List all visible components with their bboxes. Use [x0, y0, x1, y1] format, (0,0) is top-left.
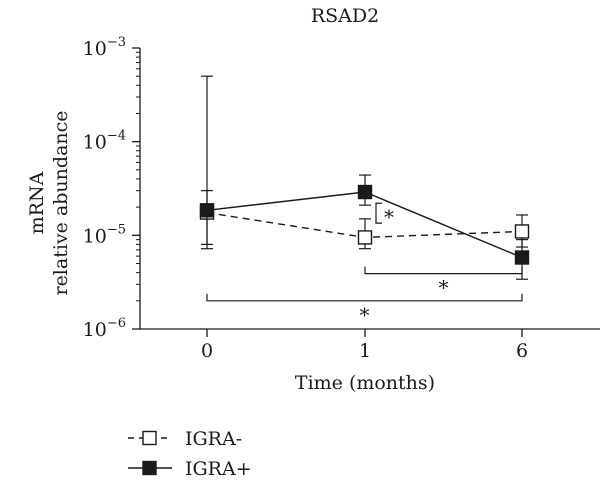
y-tick-label: 10−3 [83, 35, 126, 60]
y-axis-label: mRNA relative abundance [26, 110, 72, 295]
legend-label: IGRA+ [185, 458, 252, 480]
chart-title: RSAD2 [311, 5, 379, 27]
significance-marker: * [384, 205, 394, 229]
data-point [357, 184, 373, 200]
significance-marker: * [360, 303, 370, 327]
data-point [357, 230, 373, 245]
axes: 10−6 10−5 10−4 10−3 0 1 6 [83, 35, 600, 362]
x-tick-label: 1 [359, 340, 371, 362]
significance-annotations: * * * [206, 202, 523, 327]
series-igra-positive [199, 75, 530, 280]
data-point [514, 224, 530, 239]
y-axis-label-line-1: mRNA [26, 171, 48, 234]
x-tick-label: 6 [516, 340, 528, 362]
x-axis-label: Time (months) [295, 372, 435, 394]
data-point [514, 250, 530, 265]
legend: IGRA- IGRA+ [128, 428, 252, 480]
legend-marker [142, 430, 157, 446]
significance-bracket [206, 293, 523, 302]
x-tick-label: 0 [201, 340, 213, 362]
series-layer [199, 75, 530, 280]
y-tick-label: 10−4 [83, 129, 126, 154]
data-point [199, 203, 215, 218]
legend-item-igra-negative: IGRA- [128, 428, 242, 450]
legend-label: IGRA- [185, 428, 242, 450]
significance-bracket [375, 202, 382, 224]
legend-marker [142, 460, 157, 476]
y-tick-label: 10−5 [83, 222, 126, 247]
y-axis-label-line-2: relative abundance [50, 110, 72, 295]
y-tick-label: 10−6 [83, 316, 126, 341]
significance-bracket [364, 266, 523, 275]
legend-item-igra-positive: IGRA+ [128, 458, 252, 480]
significance-marker: * [439, 276, 449, 300]
